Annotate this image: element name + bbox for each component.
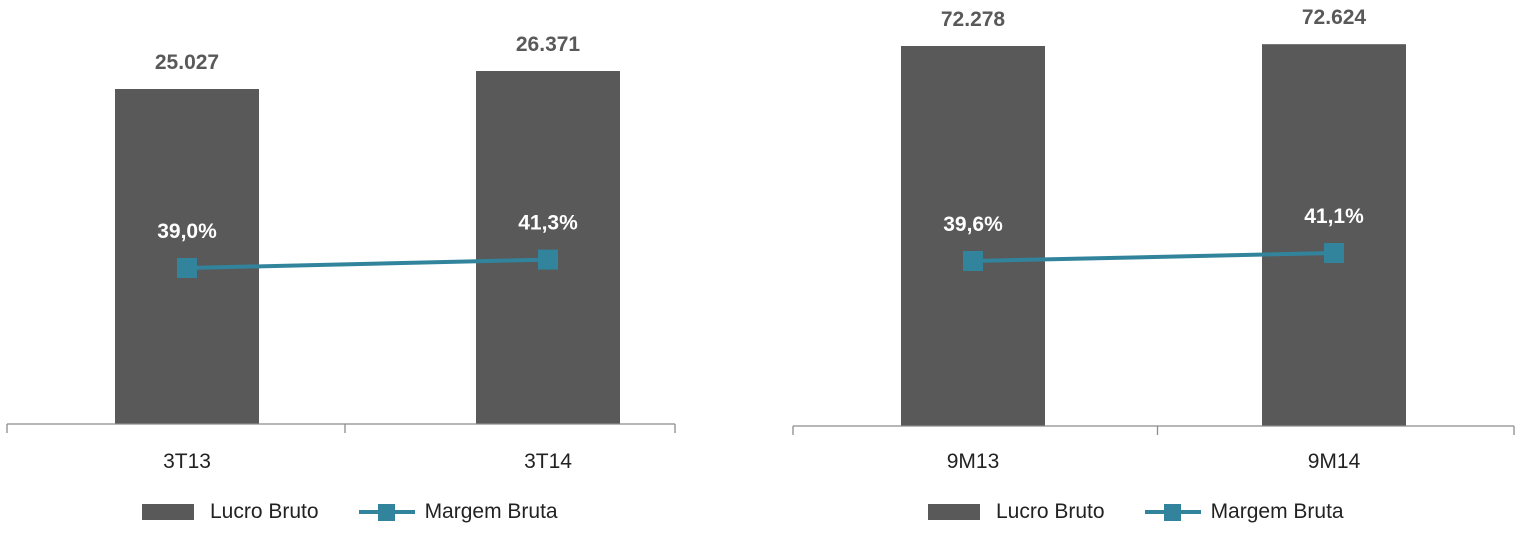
bar-value-label: 72.624 [1302,6,1367,29]
x-tick-label: 9M14 [1308,450,1361,473]
margem-bruta-label: 39,0% [157,220,217,243]
margem-bruta-label: 41,3% [518,212,578,235]
bar-9M14 [1262,44,1406,427]
bar-value-label: 25.027 [155,51,219,74]
chart-9m-legend: Lucro Bruto Margem Bruta [928,500,1384,524]
chart-9m-plot: 72.278 72.624 9M13 9M14 39,6% 41,1% [792,6,1515,473]
legend-item-margem-bruta: Margem Bruta [1144,500,1344,524]
legend-label-margem-bruta: Margem Bruta [424,500,558,523]
chart-3t-plot: 25.027 26.371 3T13 3T14 39,0% 41,3% [6,33,676,473]
legend-label-lucro-bruto: Lucro Bruto [210,500,319,523]
x-tick-label: 3T14 [524,450,572,473]
legend-line-swatch [358,504,415,521]
chart-9m: 72.278 72.624 9M13 9M14 39,6% 41,1% Lucro Bru… [786,0,1519,535]
legend-bar-swatch [142,504,194,520]
chart-3t: 25.027 26.371 3T13 3T14 39,0% 41,3% Lucro Bru… [0,0,680,535]
bar-3T14 [476,71,620,424]
legend-item-lucro-bruto: Lucro Bruto [142,500,319,524]
x-tick-label: 9M13 [947,450,1000,473]
bar-3T13 [115,89,259,424]
margem-bruta-marker [963,251,983,271]
margem-bruta-marker [177,258,197,278]
legend-bar-swatch [928,504,980,520]
bar-value-label: 26.371 [516,33,581,56]
margem-bruta-line [186,257,549,270]
legend-label-lucro-bruto: Lucro Bruto [996,500,1105,523]
legend-line-swatch [1144,504,1201,521]
margem-bruta-marker [538,249,558,270]
legend-item-lucro-bruto: Lucro Bruto [928,500,1105,524]
bar-9M13 [901,46,1045,426]
margem-bruta-marker [1324,243,1344,263]
legend-label-margem-bruta: Margem Bruta [1210,500,1344,523]
margem-bruta-line [972,251,1335,263]
margem-bruta-label: 41,1% [1304,205,1364,228]
chart-3t-legend: Lucro Bruto Margem Bruta [142,500,598,524]
legend-item-margem-bruta: Margem Bruta [358,500,558,524]
x-tick-label: 3T13 [163,450,211,473]
margem-bruta-label: 39,6% [943,213,1003,236]
bar-value-label: 72.278 [941,8,1006,31]
